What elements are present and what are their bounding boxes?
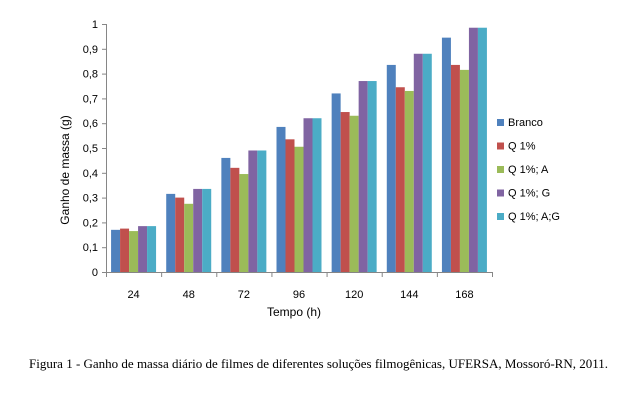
y-tick-label: 0,5 <box>83 143 98 155</box>
bar <box>459 69 469 272</box>
x-tick-label: 24 <box>127 289 139 301</box>
bar <box>175 197 185 272</box>
bar <box>422 53 432 273</box>
x-axis-title: Tempo (h) <box>267 305 321 319</box>
bar <box>230 167 240 272</box>
bars <box>111 27 487 273</box>
bar <box>413 53 423 273</box>
bar <box>358 81 368 272</box>
bar <box>276 126 286 272</box>
bar <box>349 115 359 272</box>
bar <box>248 150 258 272</box>
legend-label: Q 1%; G <box>508 188 550 200</box>
legend-label: Branco <box>508 117 543 129</box>
legend: Branco Q 1% Q 1%; A Q 1%; G Q 1%; A;G <box>497 117 560 223</box>
bar <box>111 229 121 272</box>
y-axis-title: Ganho de massa (g) <box>58 115 72 224</box>
legend-swatch <box>497 166 504 173</box>
bar <box>221 157 231 272</box>
bar <box>202 188 212 272</box>
y-tick-label: 1 <box>92 19 98 31</box>
x-tick-label: 120 <box>345 289 363 301</box>
bar <box>367 81 377 272</box>
y-tick-label: 0,7 <box>83 93 98 105</box>
y-tick-label: 0,4 <box>83 168 98 180</box>
bar <box>303 118 313 273</box>
bar-chart: 0 0,1 0,2 0,3 0,4 0,5 0,6 0,7 0,8 0,9 1 24 48 72 96 12… <box>58 19 560 319</box>
x-tick-label: 96 <box>293 289 305 301</box>
legend-label: Q 1% <box>508 141 536 153</box>
legend-label: Q 1%; A;G <box>508 211 560 223</box>
y-tick-label: 0,9 <box>83 44 98 56</box>
x-tick-label: 144 <box>400 289 418 301</box>
bar <box>138 226 148 272</box>
x-tick-label: 72 <box>238 289 250 301</box>
bar <box>477 27 487 272</box>
bar <box>441 37 451 272</box>
bar <box>312 118 322 273</box>
bar <box>340 112 350 272</box>
bar <box>285 139 295 272</box>
x-axis-ticks: 24 48 72 96 120 144 168 <box>106 272 493 301</box>
y-tick-label: 0,2 <box>83 217 98 229</box>
bar <box>294 146 304 272</box>
x-tick-label: 168 <box>455 289 473 301</box>
y-tick-label: 0,1 <box>83 242 98 254</box>
figure-caption: Figura 1 - Ganho de massa diário de film… <box>29 356 609 371</box>
legend-swatch <box>497 213 504 220</box>
y-axis-ticks: 0 0,1 0,2 0,3 0,4 0,5 0,6 0,7 0,8 0,9 1 <box>83 19 106 279</box>
bar <box>129 231 139 272</box>
y-tick-label: 0,3 <box>83 193 98 205</box>
legend-label: Q 1%; A <box>508 164 549 176</box>
bar <box>386 64 396 272</box>
legend-swatch <box>497 119 504 126</box>
bar <box>147 226 157 272</box>
bar <box>257 150 267 272</box>
x-tick-label: 48 <box>183 289 195 301</box>
bar <box>468 27 478 272</box>
bar <box>193 188 203 272</box>
bar <box>239 174 249 272</box>
y-tick-label: 0,8 <box>83 69 98 81</box>
bar <box>404 90 414 273</box>
bar <box>184 203 194 272</box>
bar <box>166 193 176 272</box>
bar <box>331 93 341 272</box>
y-tick-label: 0 <box>92 267 98 279</box>
bar <box>395 87 405 273</box>
legend-swatch <box>497 142 504 150</box>
y-tick-label: 0,6 <box>83 118 98 130</box>
legend-swatch <box>497 189 504 197</box>
bar <box>120 228 130 272</box>
bar <box>450 64 460 272</box>
